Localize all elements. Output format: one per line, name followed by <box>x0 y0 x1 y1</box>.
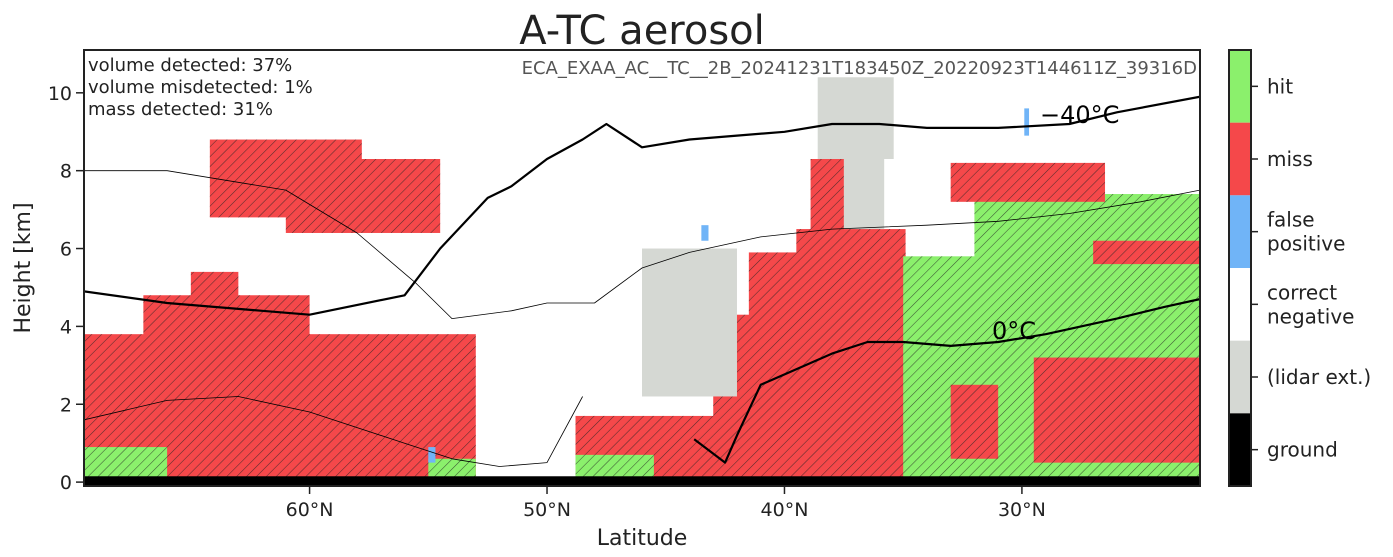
region-false-positive <box>1024 108 1030 136</box>
colorbar-label: hit <box>1267 74 1293 98</box>
stat-volume-misdetected: volume misdetected: 1% <box>88 77 313 98</box>
x-axis: 60°N 50°N 40°N 30°N <box>286 486 1046 521</box>
region-hatch <box>713 314 906 479</box>
y-tick-label: 4 <box>60 316 72 338</box>
isotherm-layer <box>84 95 1200 467</box>
colorbar: hit miss false positive correct negative (lida… <box>1228 49 1371 487</box>
plot-area <box>84 50 1200 486</box>
region-hatch <box>84 447 168 479</box>
region-false-positive <box>428 447 436 463</box>
region-lidar-ext <box>843 159 885 230</box>
isotherm-thin-upper-line <box>84 170 1200 319</box>
x-axis-label: Latitude <box>597 526 688 551</box>
isotherm-thin-lower-line <box>84 396 583 467</box>
region-hatch <box>575 454 654 479</box>
y-axis: 0 2 4 6 8 10 <box>48 83 84 494</box>
chart-title: A-TC aerosol <box>519 8 765 54</box>
colorbar-swatch <box>1229 122 1251 196</box>
colorbar-label: (lidar ext.) <box>1267 365 1371 389</box>
colorbar-label: miss <box>1267 147 1313 171</box>
region-hatch <box>1033 357 1200 463</box>
y-tick-label: 2 <box>60 394 72 416</box>
x-tick-label: 40°N <box>761 499 809 521</box>
region-lidar-ext <box>817 77 894 159</box>
region-hatch <box>796 229 906 257</box>
stat-mass-detected: mass detected: 31% <box>88 99 273 120</box>
region-false-positive <box>701 225 709 241</box>
isotherm-label-minus40: −40°C <box>1040 101 1119 129</box>
region-hatch <box>950 162 1106 202</box>
region-hatch <box>950 384 999 459</box>
isotherm-label-zero: 0°C <box>992 317 1036 345</box>
isotherm-minus40-line <box>84 95 1200 316</box>
region-hatch <box>748 252 906 327</box>
colorbar-swatch <box>1229 50 1251 123</box>
region-hatch <box>285 159 441 233</box>
colorbar-swatch <box>1229 340 1251 414</box>
colorbar-label: ground <box>1267 438 1338 462</box>
regions-layer <box>84 77 1200 479</box>
y-tick-label: 6 <box>60 239 72 261</box>
x-tick-label: 60°N <box>286 499 334 521</box>
filename-label: ECA_EXAA_AC__TC__2B_20241231T183450Z_202… <box>522 58 1197 79</box>
ground-band <box>84 476 1200 486</box>
region-lidar-ext <box>642 248 737 397</box>
colorbar-swatch <box>1229 268 1251 341</box>
colorbar-swatch <box>1229 195 1251 268</box>
y-axis-label: Height [km] <box>11 202 36 333</box>
x-tick-label: 30°N <box>998 499 1046 521</box>
stat-volume-detected: volume detected: 37% <box>88 55 292 76</box>
ground-layer <box>84 476 1200 486</box>
x-tick-label: 50°N <box>523 499 571 521</box>
region-hatch <box>1093 240 1200 265</box>
plot-frame <box>83 49 1201 487</box>
region-hatch <box>428 458 476 479</box>
y-tick-label: 8 <box>60 161 72 183</box>
isotherm-zero-line <box>693 298 1200 464</box>
y-tick-label: 0 <box>60 472 72 494</box>
colorbar-label: false positive <box>1267 208 1345 256</box>
y-tick-label: 10 <box>48 83 72 105</box>
colorbar-swatch <box>1229 413 1251 486</box>
colorbar-frame <box>1228 49 1252 487</box>
colorbar-label: correct negative <box>1267 280 1354 328</box>
